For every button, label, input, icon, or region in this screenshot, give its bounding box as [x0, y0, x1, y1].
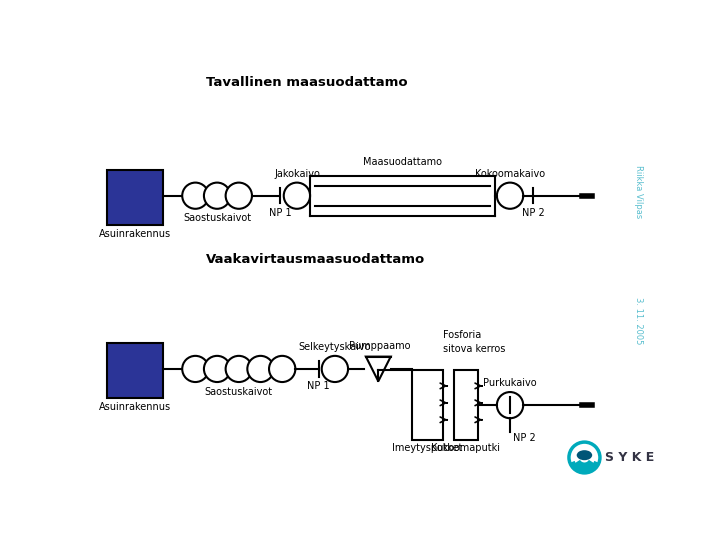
Text: Riikka Vilpas: Riikka Vilpas	[634, 165, 644, 219]
Ellipse shape	[577, 450, 593, 460]
Circle shape	[225, 183, 252, 209]
Bar	[107, 343, 163, 398]
Text: Vaakavirtausmaasuodattamo: Vaakavirtausmaasuodattamo	[206, 253, 426, 266]
Circle shape	[284, 183, 310, 209]
Text: Saostuskaivot: Saostuskaivot	[204, 387, 273, 397]
Circle shape	[248, 356, 274, 382]
Text: Asuinrakennus: Asuinrakennus	[99, 402, 171, 412]
Circle shape	[497, 183, 523, 209]
Text: 3. 11. 2005: 3. 11. 2005	[634, 297, 644, 344]
Text: Saostuskaivot: Saostuskaivot	[183, 213, 251, 224]
Bar	[107, 170, 163, 225]
Circle shape	[497, 392, 523, 418]
Text: Kokoomakaivo: Kokoomakaivo	[475, 169, 545, 179]
Circle shape	[269, 356, 295, 382]
Text: Pumppaamo: Pumppaamo	[349, 341, 410, 351]
Text: NP 1: NP 1	[307, 381, 330, 391]
Text: Asuinrakennus: Asuinrakennus	[99, 229, 171, 239]
Text: Jakokaivo: Jakokaivo	[274, 169, 320, 179]
Circle shape	[182, 183, 209, 209]
Text: NP 2: NP 2	[522, 208, 544, 218]
Text: S Y K E: S Y K E	[606, 451, 654, 464]
Text: Kokoomaputki: Kokoomaputki	[431, 443, 500, 453]
Circle shape	[182, 356, 209, 382]
Text: Maasuodattamo: Maasuodattamo	[363, 157, 442, 167]
Text: Imeytysputket: Imeytysputket	[392, 443, 462, 453]
Circle shape	[322, 356, 348, 382]
Circle shape	[204, 183, 230, 209]
Text: Purkukaivo: Purkukaivo	[483, 378, 537, 388]
Bar	[454, 370, 477, 440]
Bar	[412, 370, 443, 440]
Polygon shape	[366, 356, 391, 381]
Text: Tavallinen maasuodattamo: Tavallinen maasuodattamo	[206, 76, 408, 89]
Text: NP 2: NP 2	[513, 433, 536, 443]
Text: Fosforia
sitova kerros: Fosforia sitova kerros	[443, 330, 505, 354]
Text: NP 1: NP 1	[269, 208, 291, 218]
Text: Selkeytyskaivo: Selkeytyskaivo	[299, 342, 371, 352]
Circle shape	[225, 356, 252, 382]
Circle shape	[204, 356, 230, 382]
